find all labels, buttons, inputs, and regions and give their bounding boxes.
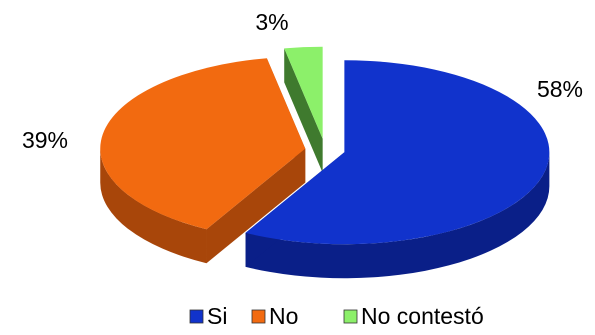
legend-item-no: No bbox=[251, 303, 298, 329]
legend-swatch-no bbox=[251, 309, 266, 324]
legend-swatch-si bbox=[189, 309, 204, 324]
legend: Si No No contestó bbox=[189, 303, 484, 329]
slice-top-si bbox=[245, 60, 550, 245]
legend-item-no-contesto: No contestó bbox=[343, 303, 484, 329]
legend-label-no: No bbox=[269, 303, 298, 329]
data-label-si: 58% bbox=[537, 76, 583, 102]
slice-top-no bbox=[100, 58, 306, 230]
slice-face-no-contesto-0 bbox=[284, 48, 323, 173]
slice-side-no bbox=[100, 148, 207, 264]
slice-top-no-contesto bbox=[284, 46, 323, 139]
legend-swatch-no-contesto bbox=[343, 309, 358, 324]
slice-face-no-0 bbox=[206, 148, 306, 264]
slice-side-si bbox=[245, 152, 550, 279]
data-label-no-contesto: 3% bbox=[255, 9, 288, 35]
slice-no bbox=[100, 58, 306, 264]
data-label-no: 39% bbox=[22, 127, 68, 153]
slice-no-contesto bbox=[284, 46, 323, 173]
slices-layer bbox=[100, 46, 550, 279]
legend-item-si: Si bbox=[189, 303, 227, 329]
slice-si bbox=[245, 60, 550, 279]
legend-label-si: Si bbox=[207, 303, 227, 329]
data-labels-layer: 58% 39% 3% bbox=[22, 9, 583, 153]
legend-label-no-contesto: No contestó bbox=[361, 303, 484, 329]
